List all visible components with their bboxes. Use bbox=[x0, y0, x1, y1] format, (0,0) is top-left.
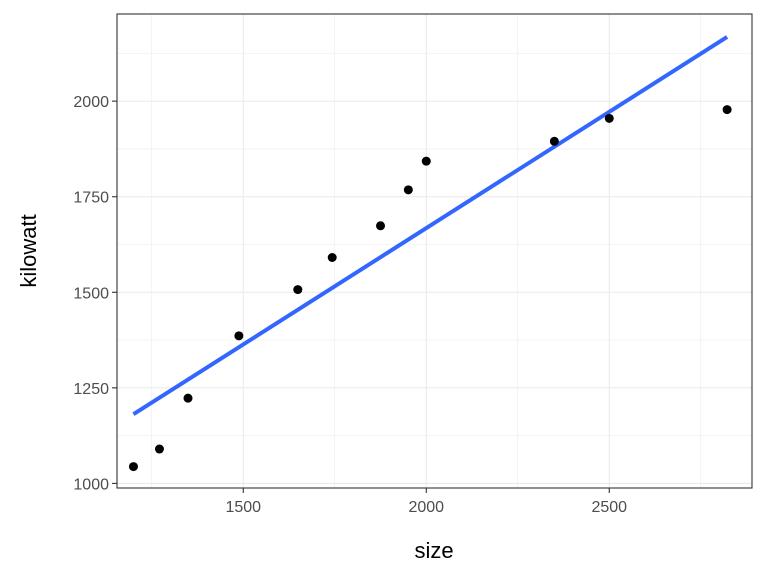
panel-border bbox=[116, 13, 753, 489]
data-point bbox=[604, 113, 614, 123]
points-layer bbox=[128, 105, 732, 472]
x-tick-label: 1500 bbox=[225, 499, 261, 516]
data-point bbox=[549, 136, 559, 146]
data-point bbox=[403, 185, 413, 195]
data-point bbox=[234, 331, 244, 341]
data-point bbox=[293, 285, 303, 295]
y-tick-label: 1500 bbox=[73, 285, 109, 302]
data-point bbox=[183, 393, 193, 403]
data-point bbox=[154, 444, 164, 454]
fit-line bbox=[132, 35, 729, 416]
data-point bbox=[722, 105, 732, 115]
y-axis-title: kilowatt bbox=[16, 214, 41, 287]
major-gridlines bbox=[117, 14, 752, 488]
minor-gridlines bbox=[117, 14, 752, 488]
y-tick-label: 1250 bbox=[73, 381, 109, 398]
x-axis-ticks: 1500 2000 2500 bbox=[225, 488, 627, 516]
data-point bbox=[421, 156, 431, 166]
data-point bbox=[327, 252, 337, 262]
x-tick-label: 2500 bbox=[591, 499, 627, 516]
data-point bbox=[128, 462, 138, 472]
y-tick-label: 1000 bbox=[73, 476, 109, 493]
x-axis-title: size bbox=[414, 538, 453, 563]
y-axis-ticks: 1000 1250 1500 1750 2000 bbox=[73, 94, 117, 493]
data-point bbox=[376, 221, 386, 231]
y-tick-label: 2000 bbox=[73, 94, 109, 111]
x-tick-label: 2000 bbox=[408, 499, 444, 516]
fit-line-layer bbox=[132, 35, 729, 416]
y-tick-label: 1750 bbox=[73, 190, 109, 207]
